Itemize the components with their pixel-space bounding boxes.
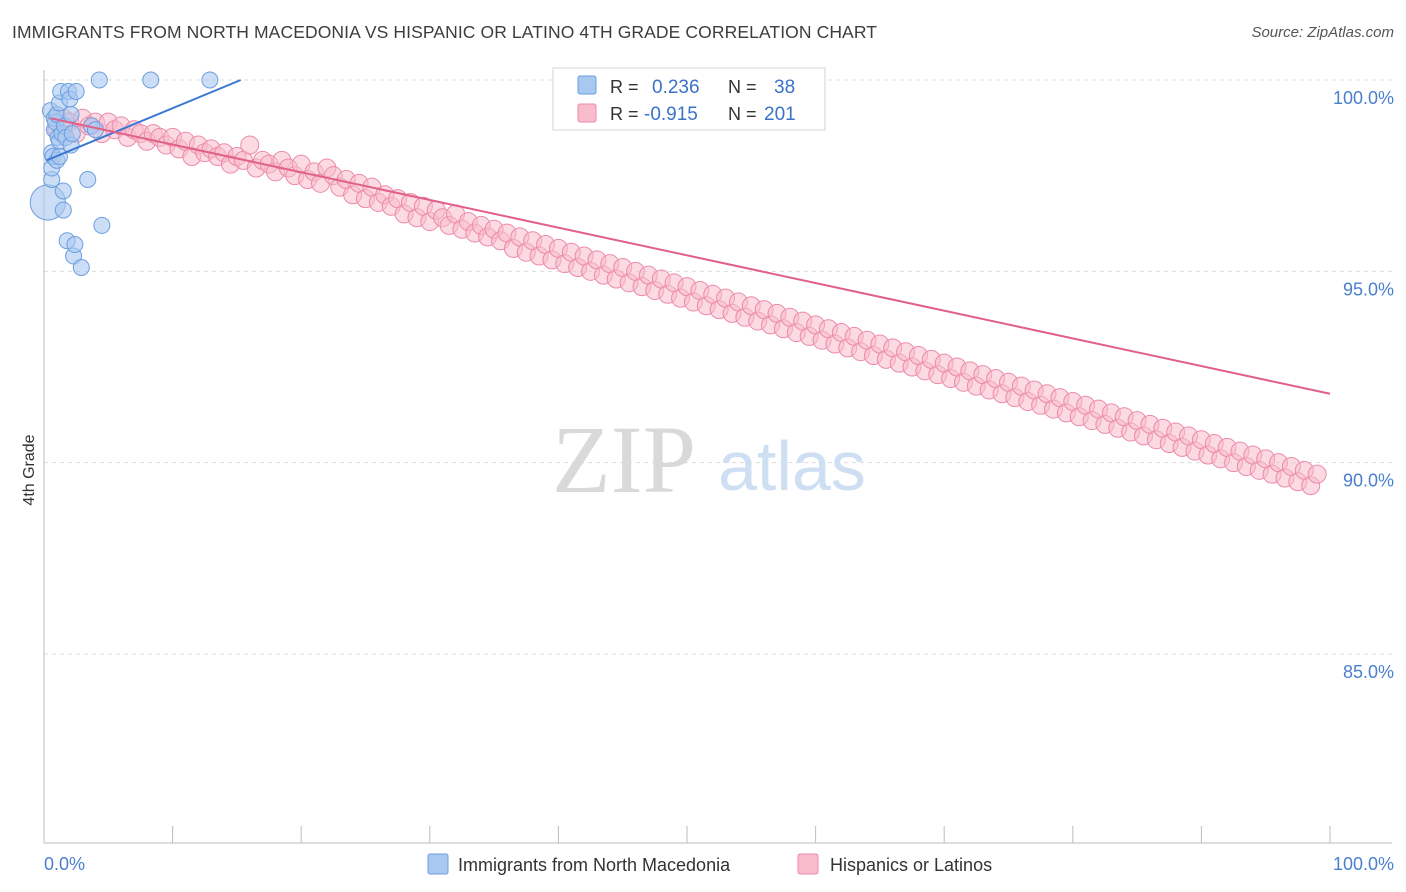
stats-r-label-1: R =: [610, 77, 639, 97]
legend-label-north-macedonia: Immigrants from North Macedonia: [458, 855, 731, 875]
point-north-macedonia: [67, 82, 85, 100]
point-north-macedonia: [79, 170, 97, 188]
legend-swatch-north-macedonia: [427, 853, 449, 875]
y-tick-label: 95.0%: [1343, 279, 1394, 299]
stats-legend: R = 0.236 N = 38 R = -0.915 N = 201: [552, 67, 826, 131]
stats-n-value-2: 201: [764, 104, 796, 125]
point-north-macedonia: [90, 71, 108, 89]
stats-swatch-pink: [577, 103, 597, 123]
point-north-macedonia: [66, 236, 84, 254]
stats-r-value-1: 0.236: [652, 77, 700, 98]
point-north-macedonia: [142, 71, 160, 89]
stats-n-value-1: 38: [774, 77, 795, 98]
stats-n-label-2: N =: [728, 104, 757, 124]
trend-lines: [46, 79, 1331, 395]
series-legend: Immigrants from North Macedonia Hispanic…: [427, 853, 992, 875]
x-tick-labels: 0.0% 100.0%: [44, 854, 1394, 874]
trend-line-hispanics: [50, 117, 1331, 395]
y-tick-label: 90.0%: [1343, 471, 1394, 491]
trend-line-north-macedonia: [46, 79, 242, 162]
watermark-atlas: atlas: [718, 427, 866, 505]
point-north-macedonia: [201, 71, 219, 89]
point-hispanics: [240, 135, 260, 155]
point-north-macedonia: [62, 105, 80, 123]
point-north-macedonia: [93, 216, 111, 234]
stats-r-value-2: -0.915: [644, 104, 698, 125]
y-tick-label: 85.0%: [1343, 662, 1394, 682]
point-north-macedonia: [63, 125, 81, 143]
y-tick-label: 100.0%: [1333, 88, 1394, 108]
point-hispanics: [1307, 464, 1327, 484]
stats-r-label-2: R =: [610, 104, 639, 124]
watermark: ZIP atlas: [552, 406, 866, 513]
point-north-macedonia: [54, 182, 72, 200]
x-tick-label-max: 100.0%: [1333, 854, 1394, 874]
chart-title: IMMIGRANTS FROM NORTH MACEDONIA VS HISPA…: [12, 22, 878, 42]
legend-swatch-hispanics: [797, 853, 819, 875]
stats-swatch-blue: [577, 75, 597, 95]
legend-label-hispanics: Hispanics or Latinos: [830, 855, 992, 875]
watermark-zip: ZIP: [552, 406, 696, 513]
source-label: Source: ZipAtlas.com: [1251, 24, 1394, 41]
axes: [43, 70, 1392, 844]
x-tick-label-min: 0.0%: [44, 854, 85, 874]
y-tick-labels: 100.0% 95.0% 90.0% 85.0%: [1333, 88, 1394, 682]
point-north-macedonia: [72, 259, 90, 277]
stats-n-label-1: N =: [728, 77, 757, 97]
point-north-macedonia: [54, 201, 72, 219]
